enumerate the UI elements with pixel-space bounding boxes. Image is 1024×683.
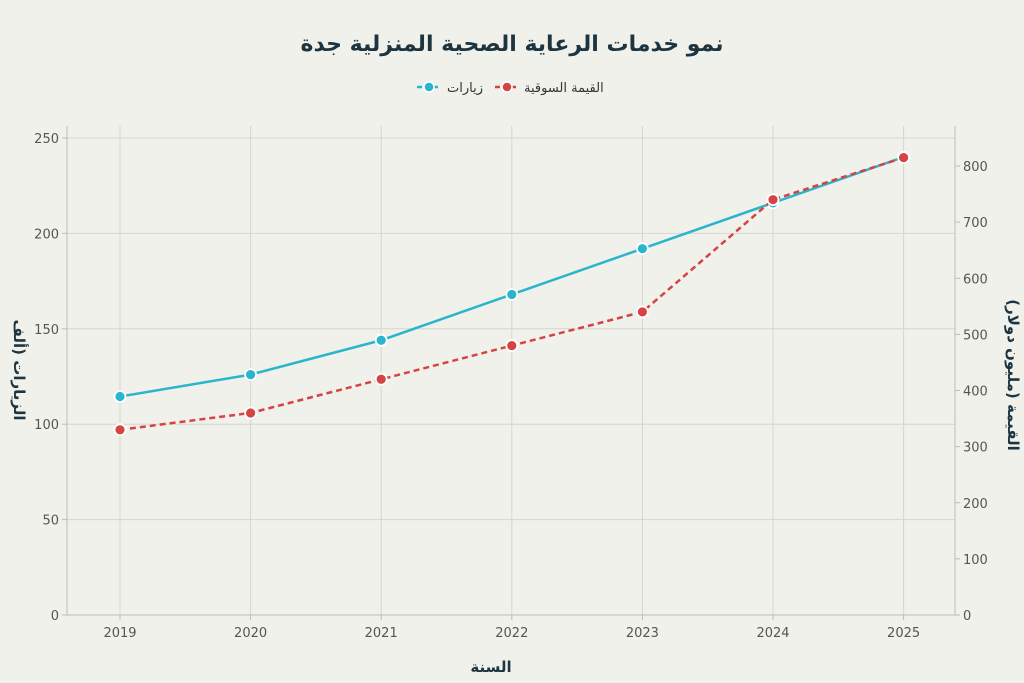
right-tick-label-3: 300 bbox=[963, 441, 988, 456]
data-point-visits-2023 bbox=[636, 242, 649, 256]
data-point-market-value-2023 bbox=[636, 305, 649, 319]
data-point-market-value-2019 bbox=[113, 423, 127, 437]
x-tick-label-4: 2023 bbox=[626, 626, 659, 641]
x-tick-label-0: 2019 bbox=[103, 626, 136, 641]
left-tick-label-3: 150 bbox=[34, 323, 59, 338]
right-tick-label-1: 100 bbox=[963, 553, 988, 568]
left-tick-label-1: 50 bbox=[42, 514, 59, 529]
left-tick-label-2: 100 bbox=[34, 418, 59, 433]
right-tick-label-6: 600 bbox=[963, 272, 988, 287]
axes bbox=[66, 126, 956, 616]
right-tick-label-7: 700 bbox=[963, 216, 988, 231]
data-point-visits-2019 bbox=[113, 390, 127, 403]
legend-marker-visits bbox=[423, 81, 435, 93]
x-tick-label-3: 2022 bbox=[495, 626, 528, 641]
data-point-visits-2022 bbox=[505, 288, 519, 301]
chart-title: نمو خدمات الرعاية الصحية المنزلية جدة bbox=[300, 32, 723, 57]
right-tick-label-8: 800 bbox=[963, 160, 988, 175]
data-point-visits-2021 bbox=[374, 333, 388, 347]
right-tick-label-5: 500 bbox=[963, 328, 988, 343]
data-point-market-value-2025 bbox=[897, 151, 910, 164]
right-tick-label-2: 200 bbox=[963, 497, 988, 512]
legend-label-visits: زيارات bbox=[447, 81, 483, 96]
x-axis-title: السنة bbox=[470, 658, 511, 676]
right-axis-ticks: 0 100 200 300 400 500 600 700 800 bbox=[955, 160, 988, 624]
left-tick-label-4: 200 bbox=[34, 227, 59, 242]
left-tick-label-5: 250 bbox=[34, 132, 59, 147]
left-tick-label-0: 0 bbox=[51, 609, 59, 624]
legend-item-market-value[interactable]: القيمة السوقية bbox=[495, 81, 604, 96]
x-tick-label-1: 2020 bbox=[234, 626, 267, 641]
x-tick-label-6: 2025 bbox=[887, 626, 920, 641]
legend: زيارات القيمة السوقية bbox=[417, 81, 604, 96]
gridlines bbox=[67, 126, 955, 616]
right-tick-label-4: 400 bbox=[963, 385, 988, 400]
x-tick-label-2: 2021 bbox=[365, 626, 398, 641]
right-axis-title: القيمة (مليون دولار) bbox=[1004, 299, 1022, 451]
data-point-visits-2020 bbox=[244, 368, 258, 381]
x-axis-ticks: 2019 2020 2021 2022 2023 2024 2025 bbox=[103, 615, 920, 641]
data-point-market-value-2022 bbox=[505, 339, 519, 353]
left-axis-title: الزيارات (ألف bbox=[10, 320, 29, 421]
x-tick-label-5: 2024 bbox=[756, 626, 789, 641]
left-axis-ticks: 0 50 100 150 200 250 bbox=[34, 132, 67, 624]
legend-item-visits[interactable]: زيارات bbox=[417, 81, 483, 96]
data-point-market-value-2021 bbox=[374, 372, 388, 386]
legend-marker-market-value bbox=[501, 81, 513, 93]
data-point-market-value-2024 bbox=[766, 193, 780, 207]
data-point-market-value-2020 bbox=[244, 406, 258, 420]
series-layer bbox=[113, 150, 910, 437]
legend-label-market-value: القيمة السوقية bbox=[524, 81, 604, 96]
right-tick-label-0: 0 bbox=[963, 609, 971, 624]
